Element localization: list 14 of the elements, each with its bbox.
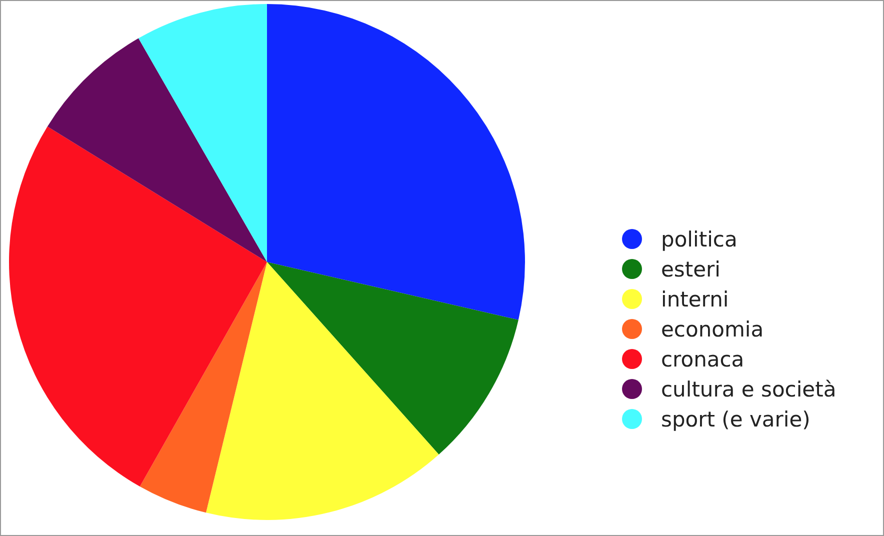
pie-slice <box>9 126 267 487</box>
legend-label: interni <box>661 287 729 312</box>
legend-label: cronaca <box>661 347 744 372</box>
legend-label: economia <box>661 317 764 342</box>
pie-slice <box>138 4 267 262</box>
legend-label: sport (e varie) <box>661 407 810 432</box>
legend-label: politica <box>661 227 738 252</box>
pie-slice <box>47 38 267 262</box>
pie-slice <box>267 4 525 320</box>
legend-label: cultura e società <box>661 377 836 402</box>
pie-slice <box>206 262 439 520</box>
legend-label: esteri <box>661 257 720 282</box>
pie-slice <box>267 262 518 454</box>
pie-slice <box>140 262 267 513</box>
